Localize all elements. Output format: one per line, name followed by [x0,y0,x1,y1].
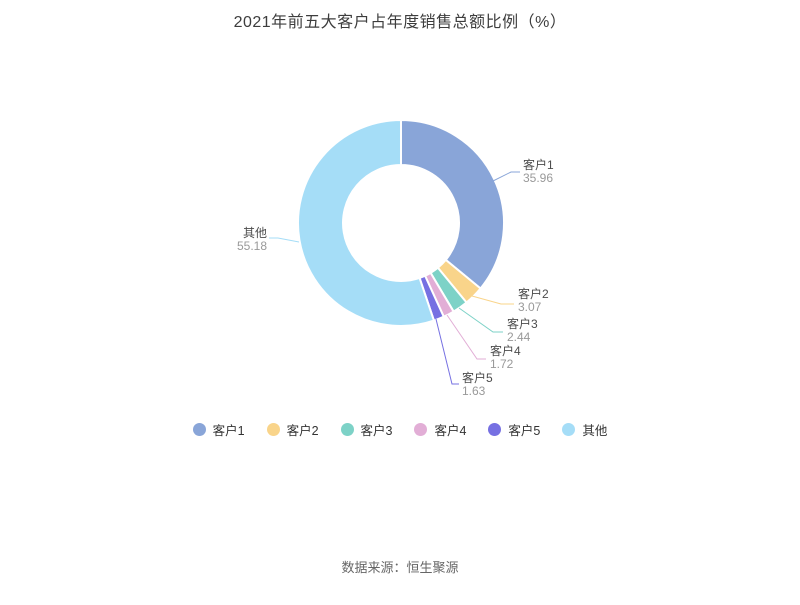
slice-label-name: 客户1 [523,158,554,172]
legend-marker-icon [414,423,428,436]
slice-label-客户5: 客户5 1.63 [462,372,493,398]
legend-label: 其他 [582,424,608,438]
legend-marker-icon [488,423,502,436]
slice-label-value: 1.72 [490,357,514,371]
legend-marker-icon [562,423,576,436]
slice-label-value: 55.18 [236,239,267,253]
legend-item-客户3[interactable]: 客户3 [340,420,393,439]
legend: 客户1 客户2 客户3 客户4 客户5 其他 [0,420,800,439]
label-line-客户2 [471,295,514,305]
legend-label: 客户2 [286,424,319,438]
label-line-其他 [269,237,300,243]
slice-label-value: 1.63 [462,384,486,398]
label-line-客户4 [446,314,486,360]
slice-label-value: 2.44 [507,330,531,344]
data-source: 数据来源：恒生聚源 [341,560,459,575]
legend-item-客户1[interactable]: 客户1 [192,420,245,439]
pie-slice-其他[interactable] [297,119,435,327]
chart-title: 2021年前五大客户占年度销售总额比例（%） [233,14,567,31]
slice-label-客户4: 客户4 1.72 [490,345,521,371]
legend-label: 客户4 [434,424,467,438]
slice-label-name: 客户2 [518,287,549,301]
legend-item-其他[interactable]: 其他 [562,420,607,439]
legend-item-客户2[interactable]: 客户2 [266,420,319,439]
slice-label-name: 客户5 [462,371,493,385]
slice-label-value: 35.96 [523,171,554,185]
legend-marker-icon [340,423,354,436]
slice-label-客户2: 客户2 3.07 [518,288,549,314]
legend-item-客户4[interactable]: 客户4 [414,420,466,439]
slice-label-客户3: 客户3 2.44 [507,318,538,344]
slice-label-name: 客户4 [490,344,521,358]
legend-label: 客户5 [508,424,541,438]
slice-label-name: 其他 [242,226,267,240]
slice-label-value: 3.07 [518,300,542,314]
legend-label: 客户1 [212,424,245,438]
label-line-客户3 [458,307,503,333]
slice-label-其他: 其他 55.18 [237,227,267,253]
slice-label-客户1: 客户1 35.96 [523,159,554,185]
slice-label-name: 客户3 [507,317,538,331]
legend-marker-icon [192,423,206,436]
legend-marker-icon [266,423,280,436]
legend-label: 客户3 [360,424,393,438]
pie-slice-客户1[interactable] [400,119,505,290]
label-line-客户5 [435,318,459,385]
legend-item-客户5[interactable]: 客户5 [488,420,540,439]
label-line-客户1 [490,171,520,183]
